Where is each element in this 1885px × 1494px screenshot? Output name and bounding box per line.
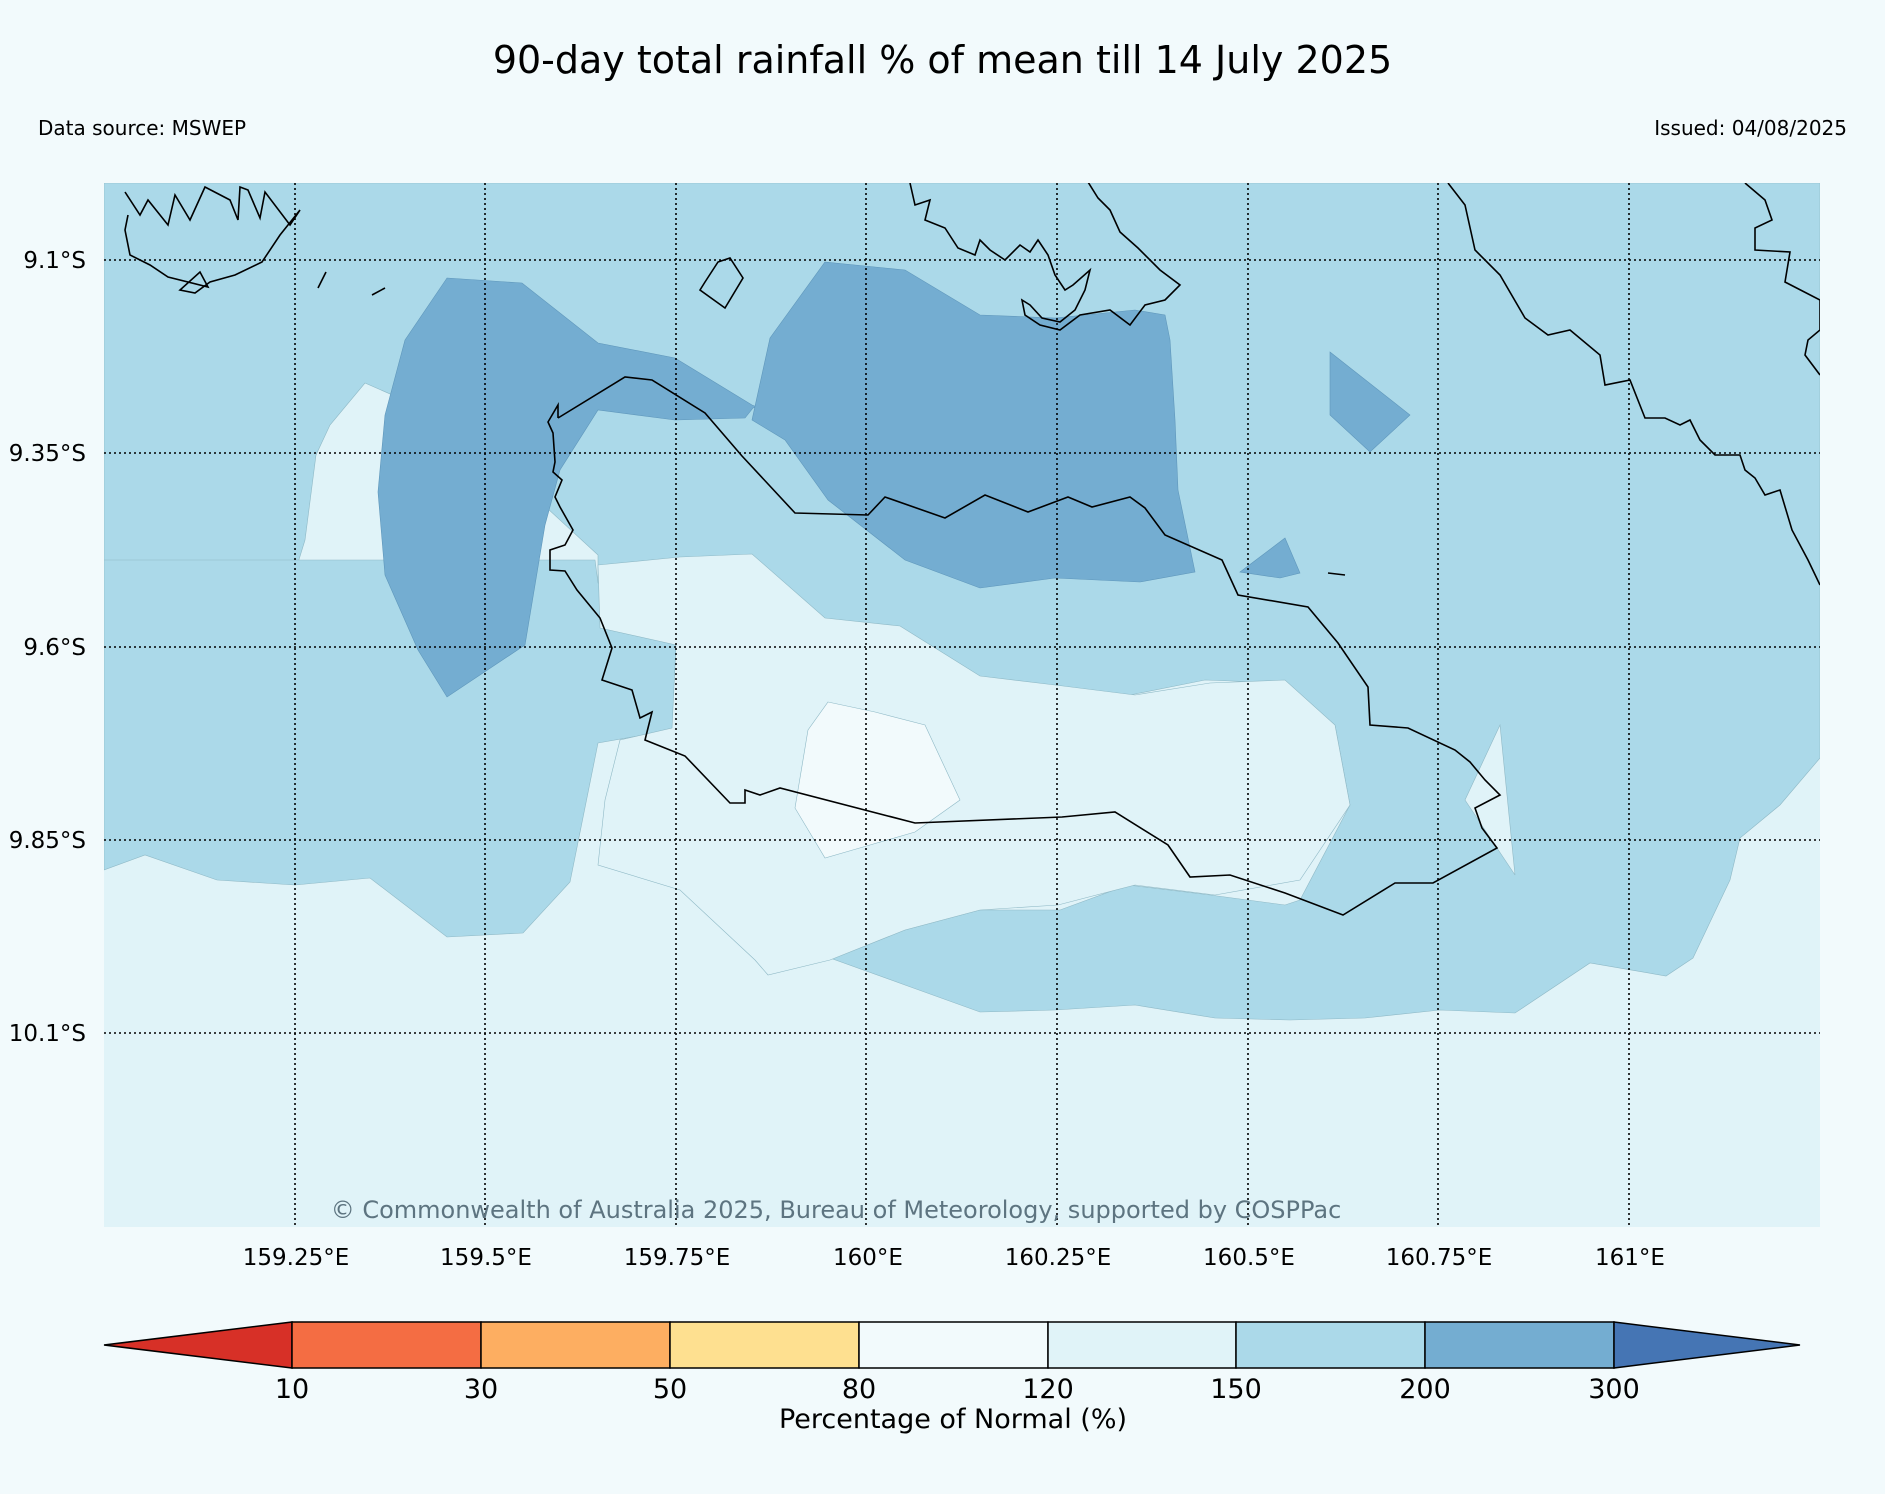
- coastline-north-east: [1447, 183, 1820, 586]
- copyright-text: © Commonwealth of Australia 2025, Bureau…: [331, 1196, 1342, 1224]
- zone-150-200-band: [104, 559, 677, 938]
- coastline-main-island: [547, 376, 1502, 916]
- colorbar-above-300: [1613, 1321, 1801, 1369]
- coastline-north-central: [909, 183, 1182, 331]
- coastline-islet-3: [371, 287, 386, 296]
- colorbar-200-300: [1424, 1321, 1615, 1369]
- graticule: [104, 183, 1820, 1227]
- colorbar-tick-labels: 10 30 50 80 120 150 200 300 Percentage o…: [275, 1374, 1640, 1435]
- colorbar: [103, 1321, 1801, 1369]
- colorbar-tick: 30: [464, 1374, 498, 1405]
- lon-tick-label: 159.5°E: [440, 1245, 532, 1271]
- colorbar-150-200: [1235, 1321, 1426, 1369]
- data-source-label: Data source: MSWEP: [38, 116, 247, 140]
- colorbar-30-50: [480, 1321, 671, 1369]
- colorbar-tick: 10: [275, 1374, 309, 1405]
- lon-tick-label: 159.25°E: [243, 1245, 350, 1271]
- zone-200-300-small: [1239, 537, 1301, 579]
- lat-tick-label: 9.1°S: [23, 248, 86, 274]
- coastline-islet-2: [1327, 572, 1346, 576]
- colorbar-50-80: [669, 1321, 860, 1369]
- lat-tick-label: 9.85°S: [9, 828, 86, 854]
- colorbar-10-30: [291, 1321, 482, 1369]
- issued-date-label: Issued: 04/08/2025: [1654, 116, 1847, 140]
- colorbar-tick: 120: [1022, 1374, 1074, 1405]
- lon-tick-label: 160.75°E: [1386, 1245, 1493, 1271]
- zone-200-300-east: [1329, 351, 1411, 453]
- colorbar-120-150: [1047, 1321, 1237, 1369]
- longitude-labels: 159.25°E 159.5°E 159.75°E 160°E 160.25°E…: [243, 1245, 1665, 1271]
- zone-80-120: [794, 701, 961, 859]
- colorbar-title: Percentage of Normal (%): [779, 1404, 1127, 1435]
- map-area: © Commonwealth of Australia 2025, Bureau…: [104, 183, 1820, 1227]
- zone-120-150-inner: [597, 553, 1351, 976]
- lat-tick-label: 9.35°S: [9, 441, 86, 467]
- lon-tick-label: 160.5°E: [1203, 1245, 1295, 1271]
- zone-200-300-central: [751, 261, 1196, 589]
- zone-200-300-west: [377, 277, 791, 698]
- coastlines: [124, 183, 1820, 916]
- coastline-north-west: [124, 185, 301, 294]
- colorbar-tick: 300: [1588, 1374, 1640, 1405]
- lon-tick-label: 160.25°E: [1005, 1245, 1112, 1271]
- colorbar-below-10: [103, 1321, 293, 1369]
- colorbar-tick: 150: [1210, 1374, 1262, 1405]
- coastline-far-east: [1744, 183, 1820, 376]
- colorbar-tick: 50: [653, 1374, 687, 1405]
- coastline-islet-4: [317, 271, 327, 289]
- coastline-north-islet-1: [698, 257, 744, 310]
- colorbar-80-120: [858, 1321, 1049, 1369]
- colorbar-tick: 200: [1399, 1374, 1451, 1405]
- map-title: 90-day total rainfall % of mean till 14 …: [492, 38, 1393, 82]
- lon-tick-label: 159.75°E: [624, 1245, 731, 1271]
- lon-tick-label: 160°E: [833, 1245, 903, 1271]
- lon-tick-label: 161°E: [1595, 1245, 1665, 1271]
- colorbar-tick: 80: [842, 1374, 876, 1405]
- lat-tick-label: 10.1°S: [9, 1021, 86, 1047]
- latitude-labels: 9.1°S 9.35°S 9.6°S 9.85°S 10.1°S: [9, 248, 86, 1047]
- lat-tick-label: 9.6°S: [23, 635, 86, 661]
